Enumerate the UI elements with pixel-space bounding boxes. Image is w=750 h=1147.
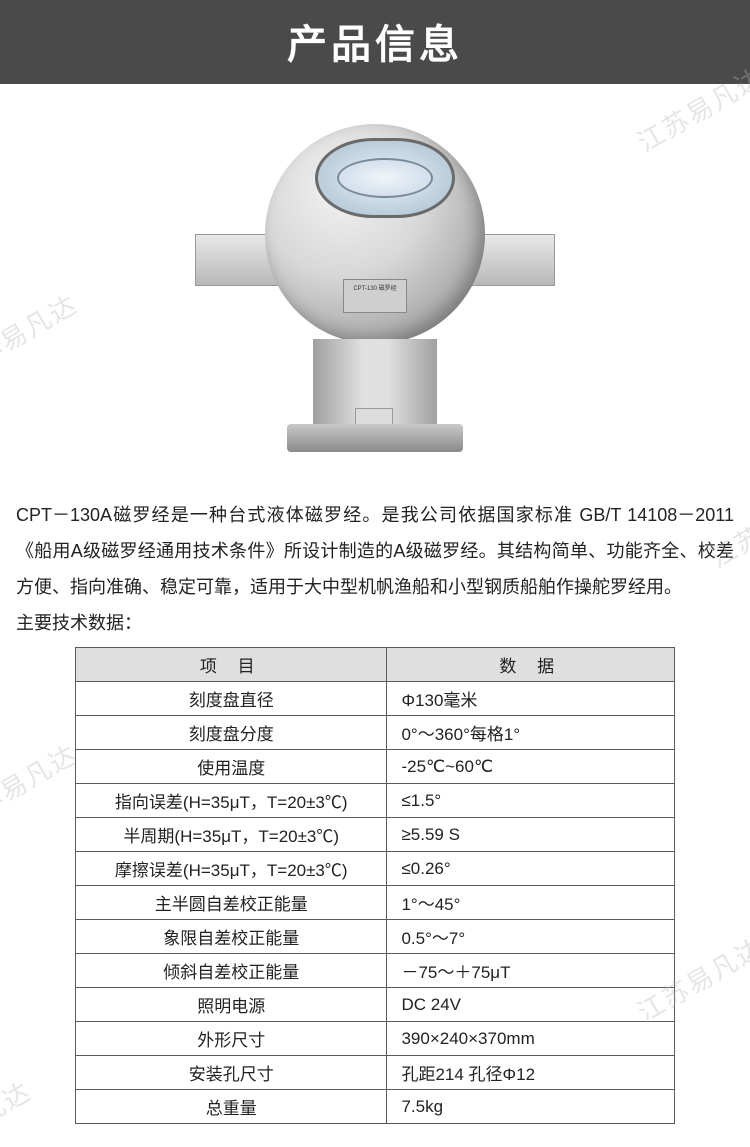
- page-title: 产品信息: [287, 23, 463, 67]
- spec-table: 项 目 数 据 刻度盘直径Φ130毫米刻度盘分度0°～360°每格1°使用温度-…: [75, 647, 675, 1124]
- spec-value: ≤0.26°: [387, 852, 675, 886]
- col-header-data: 数 据: [387, 648, 675, 682]
- spec-label: 刻度盘分度: [76, 716, 387, 750]
- spec-value: -25℃~60℃: [387, 750, 675, 784]
- table-row: 摩擦误差(H=35μT，T=20±3℃)≤0.26°: [76, 852, 675, 886]
- spec-label: 照明电源: [76, 988, 387, 1022]
- col-header-item: 项 目: [76, 648, 387, 682]
- table-row: 半周期(H=35μT，T=20±3℃)≥5.59 S: [76, 818, 675, 852]
- spec-label: 安装孔尺寸: [76, 1056, 387, 1090]
- spec-label: 刻度盘直径: [76, 682, 387, 716]
- table-row: 指向误差(H=35μT，T=20±3℃)≤1.5°: [76, 784, 675, 818]
- product-description: CPT－130A磁罗经是一种台式液体磁罗经。是我公司依据国家标准 GB/T 14…: [0, 489, 750, 605]
- spec-value: 390×240×370mm: [387, 1022, 675, 1056]
- spec-value: Φ130毫米: [387, 682, 675, 716]
- spec-subhead: 主要技术数据：: [0, 605, 750, 647]
- table-row: 照明电源DC 24V: [76, 988, 675, 1022]
- spec-value: 0.5°～7°: [387, 920, 675, 954]
- spec-value: 孔距214 孔径Φ12: [387, 1056, 675, 1090]
- spec-value: 7.5kg: [387, 1090, 675, 1124]
- spec-label: 使用温度: [76, 750, 387, 784]
- table-row: 外形尺寸390×240×370mm: [76, 1022, 675, 1056]
- spec-label: 主半圆自差校正能量: [76, 886, 387, 920]
- spec-value: 1°～45°: [387, 886, 675, 920]
- table-row: 刻度盘直径Φ130毫米: [76, 682, 675, 716]
- table-row: 使用温度-25℃~60℃: [76, 750, 675, 784]
- spec-label: 总重量: [76, 1090, 387, 1124]
- product-image: CPT-130 磁罗经: [0, 84, 750, 489]
- table-row: 象限自差校正能量0.5°～7°: [76, 920, 675, 954]
- spec-value: 0°～360°每格1°: [387, 716, 675, 750]
- product-nameplate: CPT-130 磁罗经: [343, 279, 407, 313]
- spec-value: ≥5.59 S: [387, 818, 675, 852]
- table-row: 总重量7.5kg: [76, 1090, 675, 1124]
- spec-value: DC 24V: [387, 988, 675, 1022]
- table-row: 倾斜自差校正能量－75～＋75μT: [76, 954, 675, 988]
- spec-label: 外形尺寸: [76, 1022, 387, 1056]
- table-header-row: 项 目 数 据: [76, 648, 675, 682]
- compass-illustration: CPT-130 磁罗经: [195, 114, 555, 474]
- watermark: 苏易凡达: [0, 734, 84, 822]
- spec-value: －75～＋75μT: [387, 954, 675, 988]
- spec-value: ≤1.5°: [387, 784, 675, 818]
- table-row: 安装孔尺寸孔距214 孔径Φ12: [76, 1056, 675, 1090]
- spec-label: 象限自差校正能量: [76, 920, 387, 954]
- table-row: 主半圆自差校正能量1°～45°: [76, 886, 675, 920]
- watermark: 易凡达: [0, 1071, 38, 1145]
- page-title-bar: 产品信息: [0, 0, 750, 84]
- spec-label: 摩擦误差(H=35μT，T=20±3℃): [76, 852, 387, 886]
- spec-label: 指向误差(H=35μT，T=20±3℃): [76, 784, 387, 818]
- spec-label: 倾斜自差校正能量: [76, 954, 387, 988]
- spec-label: 半周期(H=35μT，T=20±3℃): [76, 818, 387, 852]
- table-row: 刻度盘分度0°～360°每格1°: [76, 716, 675, 750]
